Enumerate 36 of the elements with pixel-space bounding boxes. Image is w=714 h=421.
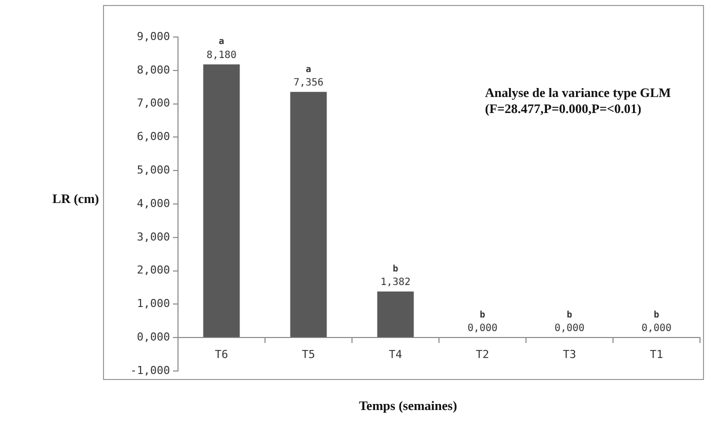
y-tick-label: 7,000 — [136, 96, 170, 110]
x-axis-title: Temps (semaines) — [358, 398, 458, 413]
y-tick-label: 8,000 — [136, 63, 170, 76]
y-tick-label: 6,000 — [136, 130, 170, 144]
x-tick-label: T3 — [562, 348, 576, 362]
data-label: 0,000 — [641, 323, 672, 334]
annotation: a — [218, 37, 224, 48]
y-tick-label: 4,000 — [136, 196, 170, 210]
bar — [290, 92, 327, 338]
x-tick-label: T4 — [388, 348, 402, 362]
x-tick-label: T2 — [476, 348, 490, 362]
data-label: 0,000 — [554, 323, 585, 334]
x-tick-label: T6 — [214, 348, 228, 362]
x-tick-label: T1 — [650, 348, 664, 362]
y-tick-label: 5,000 — [136, 163, 170, 176]
y-tick-label: 1,000 — [136, 297, 170, 310]
bar — [377, 291, 414, 338]
data-label: 0,000 — [467, 323, 498, 334]
y-tick-label: 9,000 — [136, 30, 170, 43]
annotation: b — [480, 310, 486, 320]
annotation: b — [392, 264, 399, 274]
annotation: Analyse de la variance type GLM — [485, 84, 671, 100]
y-axis-title: LR (cm) — [52, 190, 99, 206]
annotation: b — [654, 310, 660, 320]
bar — [203, 64, 240, 338]
y-tick-label: 3,000 — [136, 230, 170, 244]
annotation: a — [306, 64, 312, 75]
y-tick-label: -1,000 — [130, 364, 170, 377]
data-label: 7,356 — [293, 78, 324, 89]
annotation: b — [566, 310, 573, 320]
annotation: (F=28.477,P=0.000,P=<0.01) — [485, 100, 642, 116]
data-label: 8,180 — [206, 50, 237, 61]
y-tick-label: 2,000 — [136, 264, 170, 277]
y-tick-label: 0,000 — [136, 330, 170, 344]
data-label: 1,382 — [380, 277, 411, 288]
x-tick-label: T5 — [302, 348, 316, 362]
